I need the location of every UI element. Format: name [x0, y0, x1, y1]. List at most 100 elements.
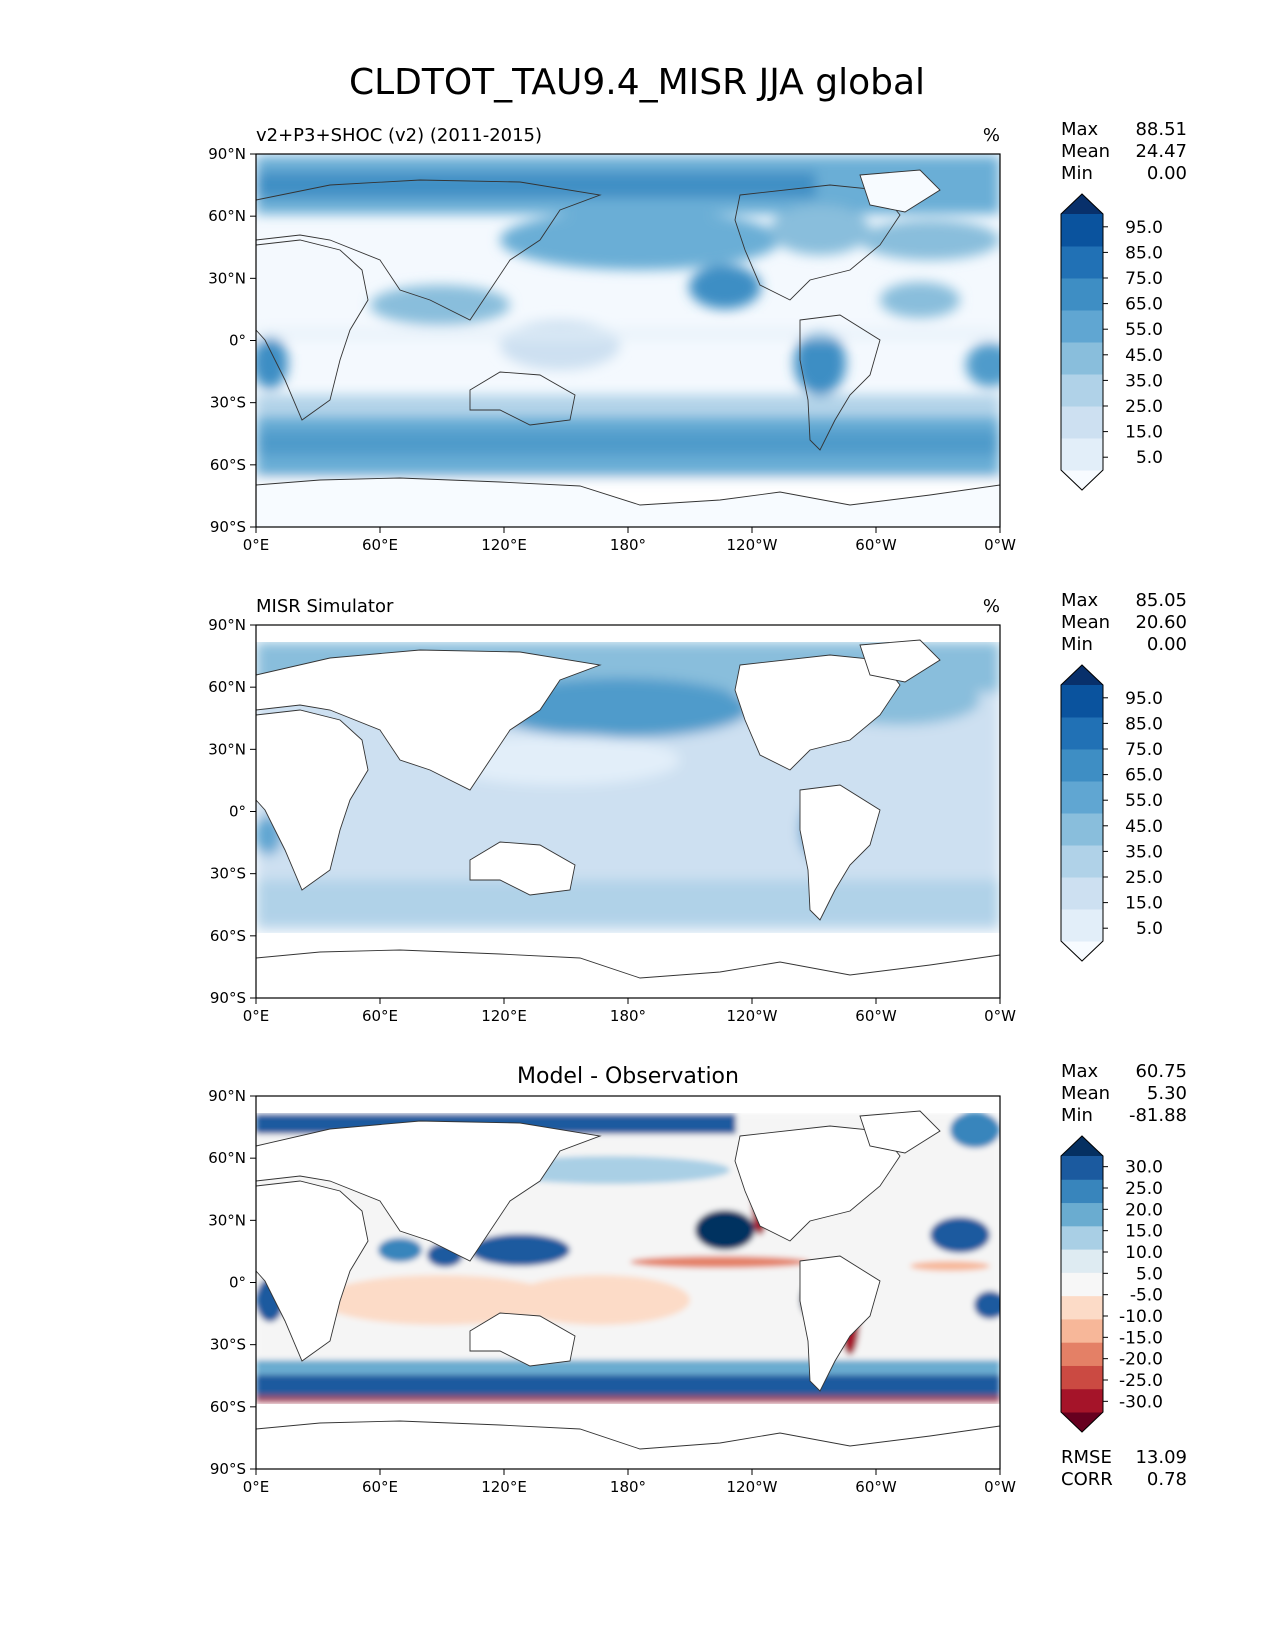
colorbar-tick-label: 5.0: [1136, 1264, 1163, 1284]
colorbar-segment: [1061, 1249, 1103, 1273]
colorbar-segment: [1061, 214, 1103, 247]
lat-tick-label: 60°S: [210, 456, 246, 474]
lat-tick-label: 60°N: [208, 1149, 246, 1167]
panel-model-lat-ticks: 90°N 60°N 30°N 0° 30°S 60°S 90°S: [208, 145, 256, 536]
colorbar-tick-label: -5.0: [1130, 1286, 1163, 1306]
panel-model-left-title: v2+P3+SHOC (v2) (2011-2015): [256, 125, 542, 146]
panel-obs-lon-ticks: 0°E 60°E 120°E 180° 120°W 60°W 0°W: [243, 998, 1016, 1025]
stat-label: Min: [1061, 1105, 1093, 1126]
panel-model: v2+P3+SHOC (v2) (2011-2015) %: [208, 119, 1187, 554]
lon-tick-label: 60°E: [362, 1478, 398, 1496]
lat-tick-label: 90°N: [208, 616, 246, 634]
colorbar-segment: [1061, 406, 1103, 439]
stat-value: 85.05: [1135, 590, 1187, 611]
colorbar-segment: [1061, 813, 1103, 846]
colorbar-tick-label: 85.0: [1125, 714, 1163, 734]
colorbar-tick-label: -25.0: [1119, 1371, 1163, 1391]
lon-tick-label: 120°W: [727, 1007, 778, 1025]
panel-obs-map-field: [256, 625, 1000, 998]
colorbar-tick-label: -10.0: [1119, 1307, 1163, 1327]
colorbar-tick-label: -15.0: [1119, 1328, 1163, 1348]
lon-tick-label: 60°W: [855, 1007, 897, 1025]
stat-label: Mean: [1061, 141, 1110, 162]
colorbar-segment: [1061, 1295, 1103, 1320]
colorbar-tick-label: 65.0: [1125, 766, 1163, 786]
lat-tick-label: 30°N: [208, 740, 246, 758]
lat-tick-label: 0°: [229, 1274, 246, 1292]
colorbar-segment: [1061, 877, 1103, 910]
colorbar-tick-label: 25.0: [1125, 397, 1163, 417]
colorbar-tick-label: 20.0: [1125, 1200, 1163, 1220]
colorbar-tick-label: 45.0: [1125, 817, 1163, 837]
stat-value: 24.47: [1135, 141, 1187, 162]
colorbar-segment: [1061, 1342, 1103, 1366]
colorbar-tick-label: 30.0: [1125, 1158, 1163, 1178]
colorbar-segment: [1061, 781, 1103, 814]
colorbar-segment: [1061, 749, 1103, 782]
lat-tick-label: 90°S: [210, 1460, 246, 1478]
stat-value: 0.78: [1147, 1469, 1187, 1490]
stat-value: 0.00: [1147, 634, 1187, 655]
colorbar-segment: [1061, 845, 1103, 878]
panel-obs-stats: Max 85.05 Mean 20.60 Min 0.00: [1061, 590, 1187, 655]
colorbar-extend-top: [1061, 665, 1103, 685]
colorbar-tick-label: 95.0: [1125, 689, 1163, 709]
colorbar-outline: [1060, 193, 1104, 491]
lon-tick-label: 120°E: [481, 1007, 527, 1025]
panel-model-map-field: [256, 154, 1000, 527]
colorbar-segment: [1061, 1318, 1103, 1343]
colorbar-tick-label: 35.0: [1125, 371, 1163, 391]
stat-value: 13.09: [1135, 1447, 1187, 1468]
lat-tick-label: 30°S: [210, 1336, 246, 1354]
colorbar-segment: [1061, 278, 1103, 311]
colorbar-segment: [1061, 1365, 1103, 1390]
stat-value: 5.30: [1147, 1083, 1187, 1104]
panel-obs: MISR Simulator %: [208, 590, 1187, 1025]
colorbar-tick-label: 45.0: [1125, 346, 1163, 366]
colorbar-tick-label: 65.0: [1125, 295, 1163, 315]
lon-tick-label: 180°: [610, 1007, 646, 1025]
stat-label: Min: [1061, 634, 1093, 655]
lon-tick-label: 0°E: [243, 1007, 270, 1025]
lat-tick-label: 30°S: [210, 865, 246, 883]
colorbar-segment: [1061, 342, 1103, 375]
lon-tick-label: 0°E: [243, 1478, 270, 1496]
colorbar-tick-label: 10.0: [1125, 1243, 1163, 1263]
colorbar-tick-label: 35.0: [1125, 842, 1163, 862]
panel-obs-units: %: [983, 596, 1000, 617]
panel-obs-left-title: MISR Simulator: [256, 596, 394, 617]
colorbar-segment: [1061, 1388, 1103, 1413]
lat-tick-label: 60°S: [210, 1398, 246, 1416]
colorbar-tick-label: 5.0: [1136, 919, 1163, 939]
figure-title: CLDTOT_TAU9.4_MISR JJA global: [349, 62, 925, 103]
lat-tick-label: 60°S: [210, 927, 246, 945]
panel-diff-colorbar: 30.025.020.015.010.05.0-5.0-10.0-15.0-20…: [1060, 1135, 1163, 1433]
panel-obs-coastlines: [256, 630, 1000, 998]
colorbar-tick-label: 15.0: [1125, 894, 1163, 914]
lon-tick-label: 60°E: [362, 1007, 398, 1025]
colorbar-segment: [1061, 1225, 1103, 1250]
colorbar-tick-label: 15.0: [1125, 423, 1163, 443]
colorbar-extend-bottom: [1061, 941, 1103, 961]
lat-tick-label: 30°N: [208, 269, 246, 287]
stat-value: 88.51: [1135, 119, 1187, 140]
colorbar-extend-top: [1061, 1136, 1103, 1156]
stat-value: 0.00: [1147, 163, 1187, 184]
panel-model-colorbar: 95.0 85.0 75.0 65.0 55.0 45.0 35.0 25.0 15.0 5.0: [1060, 193, 1163, 491]
stat-label: Max: [1061, 1061, 1099, 1082]
colorbar-tick-label: 25.0: [1125, 1179, 1163, 1199]
lat-tick-label: 0°: [229, 332, 246, 350]
lat-tick-label: 30°N: [208, 1211, 246, 1229]
colorbar-tick-label: 75.0: [1125, 269, 1163, 289]
panel-diff-coastlines: [256, 1100, 1000, 1469]
lon-tick-label: 60°W: [855, 1478, 897, 1496]
colorbar-tick-label: 95.0: [1125, 218, 1163, 238]
stat-label: Min: [1061, 163, 1093, 184]
colorbar-outline: [1060, 1135, 1104, 1433]
lat-tick-label: 90°N: [208, 145, 246, 163]
lon-tick-label: 120°W: [727, 1478, 778, 1496]
colorbar-extend-bottom: [1061, 470, 1103, 490]
colorbar-segment: [1061, 1156, 1103, 1180]
panel-model-stats: Max 88.51 Mean 24.47 Min 0.00: [1061, 119, 1187, 184]
